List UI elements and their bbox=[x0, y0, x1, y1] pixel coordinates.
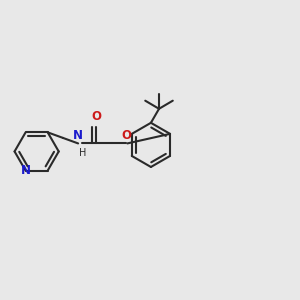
Text: H: H bbox=[79, 148, 86, 158]
Text: O: O bbox=[91, 110, 101, 123]
Text: O: O bbox=[121, 129, 131, 142]
Text: N: N bbox=[21, 164, 31, 177]
Text: N: N bbox=[73, 129, 83, 142]
